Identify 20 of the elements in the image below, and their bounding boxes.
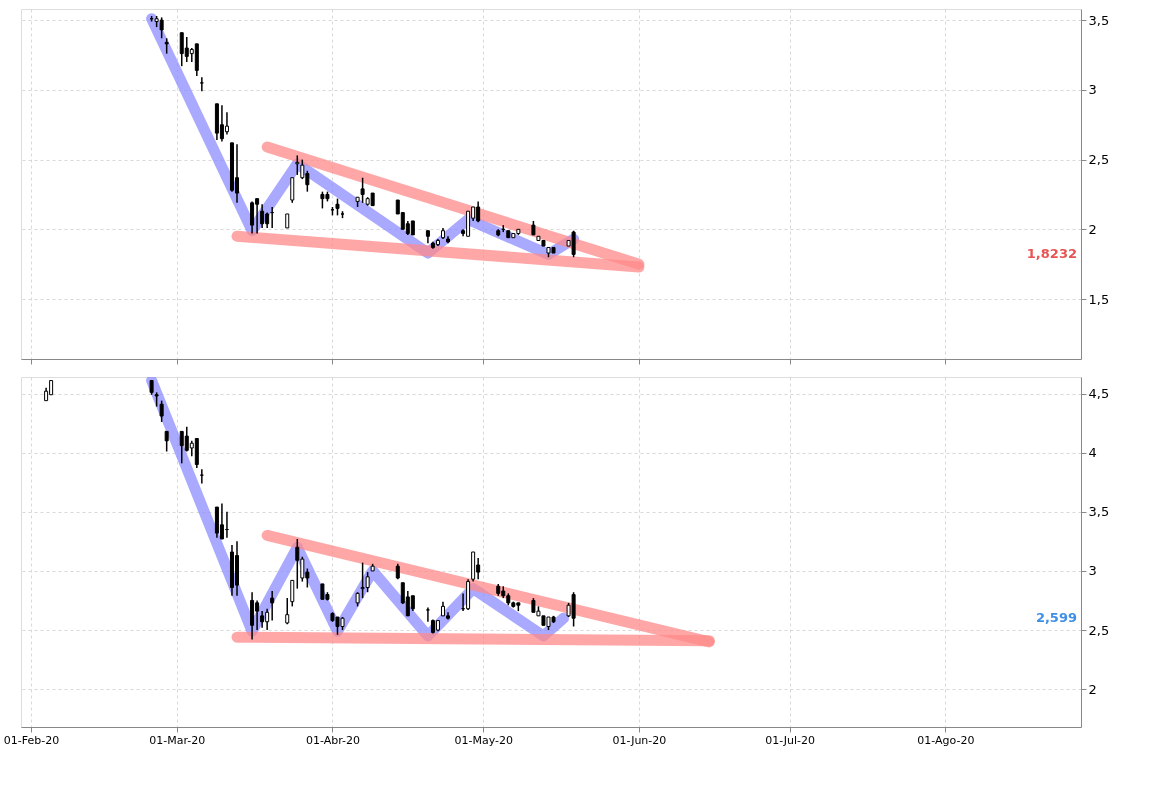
y-tick-label: 2 <box>1088 681 1097 697</box>
y-tick-label: 4 <box>1088 445 1097 461</box>
y-tick-label: 3 <box>1088 82 1097 98</box>
y-tick-label: 1,5 <box>1088 291 1110 307</box>
x-tick-label: 01-Feb-20 <box>3 733 60 747</box>
x-tick-label: 01-Abr-20 <box>305 733 360 747</box>
x-tick-label: 01-Jun-20 <box>612 733 667 747</box>
annotation: 1,8232 <box>1026 246 1077 262</box>
y-tick-label: 3,5 <box>1088 504 1110 520</box>
x-tick-label: 01-Ago-20 <box>917 733 975 747</box>
y-tick-label: 4,5 <box>1088 386 1110 402</box>
x-tick-label: 01-Mar-20 <box>149 733 206 747</box>
y-tick-label: 3 <box>1088 563 1097 579</box>
x-tick-label: 01-Jul-20 <box>765 733 816 747</box>
y-tick-label: 2 <box>1088 221 1097 237</box>
y-tick-label: 2,5 <box>1088 622 1110 638</box>
annotation: 2,599 <box>1035 610 1077 626</box>
x-tick-label: 01-May-20 <box>454 733 513 747</box>
y-tick-label: 2,5 <box>1088 152 1110 168</box>
y-tick-label: 3,5 <box>1088 12 1110 28</box>
